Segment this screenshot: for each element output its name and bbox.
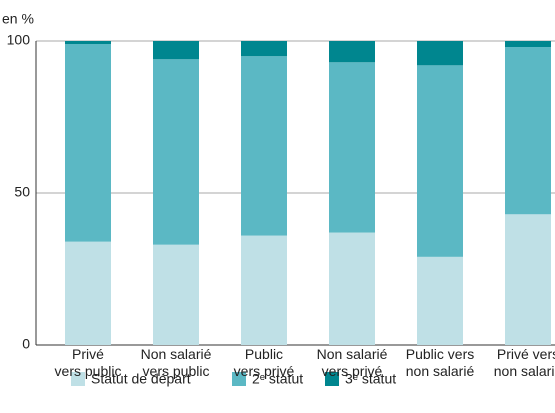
legend-label: 2ᵉ statut: [252, 371, 303, 387]
bar-segment: [505, 214, 551, 345]
bar-segment: [329, 232, 375, 345]
legend-swatch: [232, 372, 246, 386]
bar-segment: [417, 65, 463, 257]
bar-segment: [65, 41, 111, 45]
bar-segment: [417, 256, 463, 345]
x-tick-label: Privé vers non salarié: [493, 346, 555, 379]
legend-label: Statut de départ: [91, 371, 191, 387]
bar-segment: [241, 41, 287, 57]
bar-segment: [153, 244, 199, 345]
x-tick-label: Non salarié vers privé: [316, 346, 388, 379]
x-tick-label: Public vers non salarié: [405, 346, 475, 379]
bar-segment: [65, 44, 111, 242]
bar-segment: [241, 56, 287, 236]
bar-segment: [329, 41, 375, 63]
bar-segment: [417, 41, 463, 66]
bar-segment: [505, 47, 551, 215]
legend-swatch: [71, 372, 85, 386]
bar-segment: [505, 41, 551, 48]
y-tick-label: 100: [7, 32, 31, 48]
x-tick-label: Non salarié vers public: [140, 346, 212, 379]
y-axis-label: en %: [2, 11, 34, 27]
bar-segment: [329, 62, 375, 233]
y-tick-label: 0: [22, 336, 30, 352]
legend-swatch: [325, 372, 339, 386]
legend-label: 3ᵉ statut: [345, 371, 396, 387]
bar-segment: [153, 59, 199, 245]
bar-segment: [65, 241, 111, 345]
y-tick-label: 50: [14, 184, 30, 200]
x-tick-label: Privé vers public: [54, 346, 122, 379]
bar-segment: [241, 235, 287, 345]
bar-segment: [153, 41, 199, 60]
x-tick-label: Public vers privé: [233, 346, 295, 379]
